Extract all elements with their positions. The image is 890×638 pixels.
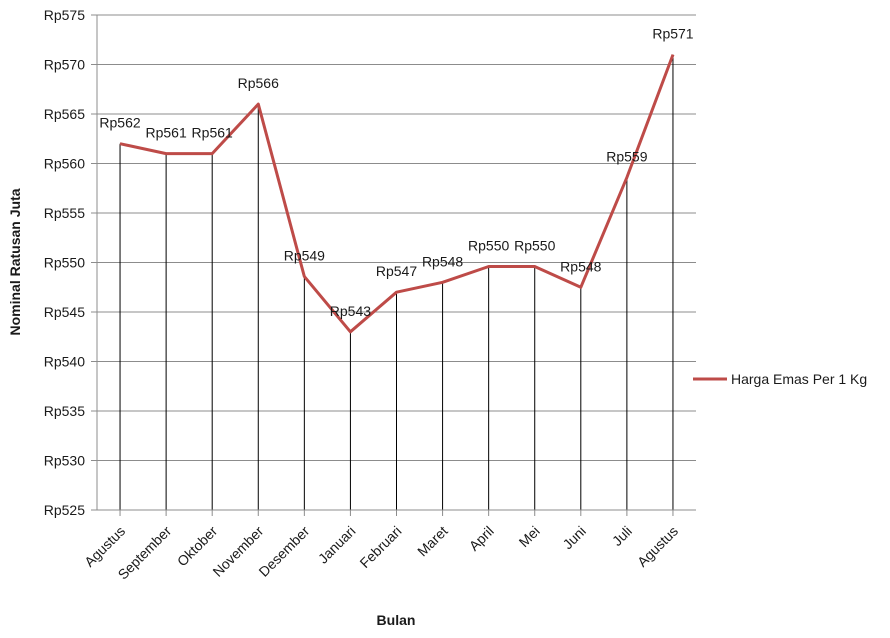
x-tick-label: Januari [315,523,359,567]
series-lines [119,54,675,334]
x-tick-label: Maret [414,523,451,560]
series-line [119,54,675,334]
data-label: Rp559 [606,148,647,164]
data-label: Rp548 [422,253,463,269]
x-tick-label: Agustus [634,523,681,570]
y-tick-label: Rp530 [44,453,85,469]
legend-label: Harga Emas Per 1 Kg [731,371,867,387]
y-tick-label: Rp560 [44,156,85,172]
x-axis-title: Bulan [377,612,416,628]
y-tick-label: Rp550 [44,255,85,271]
y-tick-label: Rp545 [44,304,85,320]
data-label: Rp549 [284,247,325,263]
x-tick-label: Oktober [174,523,221,570]
data-label: Rp550 [514,237,555,253]
y-tick-label: Rp535 [44,403,85,419]
data-label: Rp571 [652,26,693,42]
x-tick-label: Februari [356,523,404,571]
legend: Harga Emas Per 1 Kg [693,371,867,387]
y-tick-label: Rp575 [44,7,85,23]
drop-lines [119,54,674,516]
x-tick-label: Desember [255,523,312,580]
data-label: Rp561 [192,125,233,141]
x-tick-label: Mei [516,523,543,550]
y-tick-label: Rp525 [44,502,85,518]
y-tick-label: Rp555 [44,205,85,221]
y-tick-label: Rp570 [44,57,85,73]
data-label: Rp566 [238,75,279,91]
x-tick-label: April [466,523,497,554]
data-labels: Rp562 Rp561 Rp561 Rp566 Rp549 Rp543 Rp547 Rp548… [99,26,693,319]
y-tick-label: Rp565 [44,106,85,122]
y-axis-title: Nominal Ratusan Juta [7,188,23,335]
x-tick-label: Juli [609,523,635,549]
data-label: Rp543 [330,303,371,319]
data-label: Rp561 [145,125,186,141]
y-axis-tick-labels: Rp525 Rp530 Rp535 Rp540 Rp545 Rp550 Rp555 Rp560… [44,7,85,518]
data-label: Rp547 [376,263,417,279]
axes [96,15,696,511]
data-label: Rp550 [468,237,509,253]
x-tick-label: Agustus [81,523,128,570]
data-label: Rp562 [99,115,140,131]
y-tick-label: Rp540 [44,354,85,370]
data-label: Rp548 [560,258,601,274]
x-tick-label: Juni [559,523,588,552]
